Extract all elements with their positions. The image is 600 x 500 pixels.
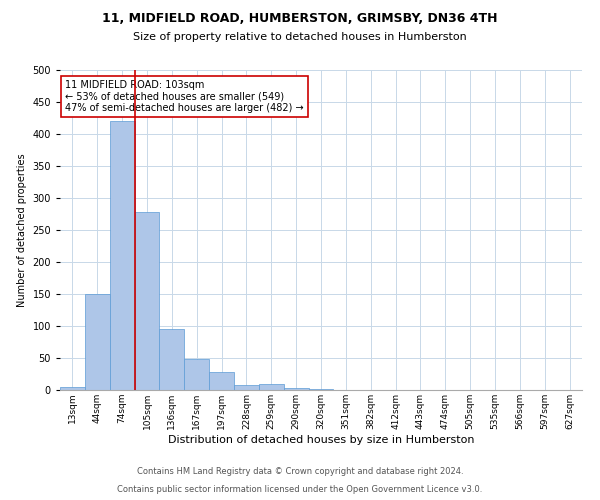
Bar [259, 384, 284, 390]
Bar [160, 329, 184, 390]
Text: Contains HM Land Registry data © Crown copyright and database right 2024.: Contains HM Land Registry data © Crown c… [137, 467, 463, 476]
Text: Size of property relative to detached houses in Humberston: Size of property relative to detached ho… [133, 32, 467, 42]
Bar [184, 360, 209, 390]
Bar [234, 385, 259, 390]
Text: Contains public sector information licensed under the Open Government Licence v3: Contains public sector information licen… [118, 485, 482, 494]
Bar [284, 388, 308, 390]
Bar [110, 121, 134, 390]
Y-axis label: Number of detached properties: Number of detached properties [17, 153, 27, 307]
Bar [209, 372, 234, 390]
Text: 11 MIDFIELD ROAD: 103sqm
← 53% of detached houses are smaller (549)
47% of semi-: 11 MIDFIELD ROAD: 103sqm ← 53% of detach… [65, 80, 304, 113]
Bar [85, 294, 110, 390]
X-axis label: Distribution of detached houses by size in Humberston: Distribution of detached houses by size … [168, 434, 474, 444]
Bar [60, 387, 85, 390]
Text: 11, MIDFIELD ROAD, HUMBERSTON, GRIMSBY, DN36 4TH: 11, MIDFIELD ROAD, HUMBERSTON, GRIMSBY, … [102, 12, 498, 26]
Bar [134, 212, 160, 390]
